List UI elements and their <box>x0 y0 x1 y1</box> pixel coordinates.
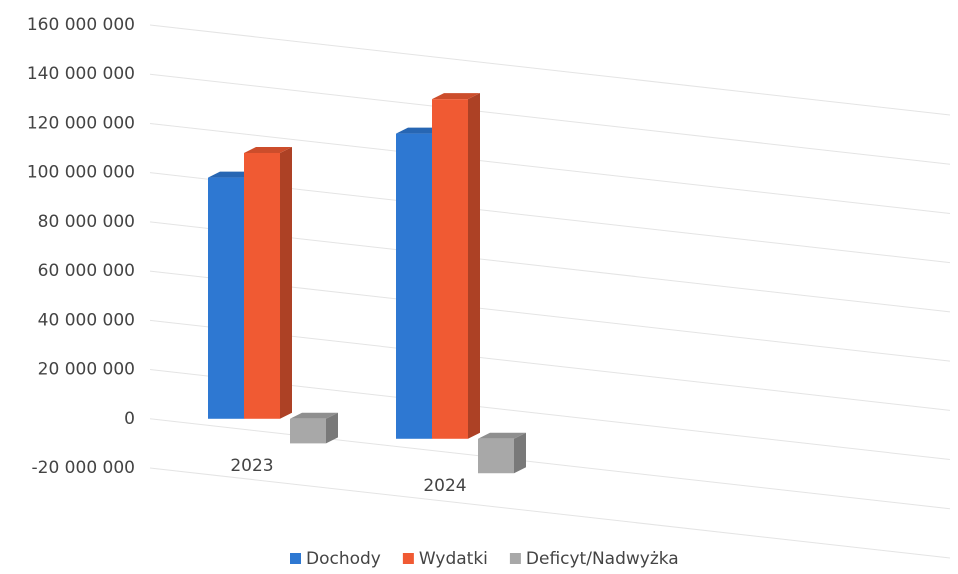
bar-side <box>326 412 338 444</box>
y-tick-label: 60 000 000 <box>38 261 135 281</box>
grid-line <box>149 24 951 116</box>
grid-line <box>149 73 951 165</box>
bar-side <box>514 432 526 474</box>
bar <box>244 146 292 419</box>
legend-swatch <box>509 553 521 564</box>
y-tick-label: -20 000 000 <box>32 458 135 478</box>
legend-label: Deficyt/Nadwyżka <box>526 549 679 569</box>
grid-line <box>149 418 951 510</box>
grid-line <box>149 467 951 559</box>
bar <box>478 432 526 474</box>
bar-top <box>244 146 292 153</box>
y-tick-label: 0 <box>124 409 135 429</box>
legend-swatch <box>290 553 301 564</box>
y-tick-label: 120 000 000 <box>27 113 135 133</box>
bar <box>432 93 480 439</box>
y-tick-label: 80 000 000 <box>38 212 135 232</box>
y-tick-label: 40 000 000 <box>38 310 135 330</box>
y-tick-label: 100 000 000 <box>27 163 135 183</box>
bar <box>290 412 338 444</box>
y-tick-label: 140 000 000 <box>27 64 135 84</box>
bar-side <box>468 93 480 439</box>
grid-line <box>149 122 951 214</box>
legend-swatch <box>402 553 414 564</box>
bar-top <box>478 432 526 439</box>
x-tick-label: 2024 <box>423 476 466 496</box>
x-tick-label: 2023 <box>230 456 273 476</box>
bar-front <box>432 99 468 439</box>
y-tick-label: 160 000 000 <box>27 15 135 35</box>
bar-front <box>478 438 514 474</box>
bar-top <box>290 412 338 419</box>
legend-label: Dochody <box>306 549 381 569</box>
bar-front <box>290 418 326 444</box>
bar-front <box>396 133 432 439</box>
bar-front <box>208 177 244 419</box>
legend-label: Wydatki <box>419 549 488 569</box>
bar-side <box>280 146 292 419</box>
bar-front <box>244 152 280 419</box>
bar-top <box>432 93 480 100</box>
y-tick-label: 20 000 000 <box>38 360 135 380</box>
